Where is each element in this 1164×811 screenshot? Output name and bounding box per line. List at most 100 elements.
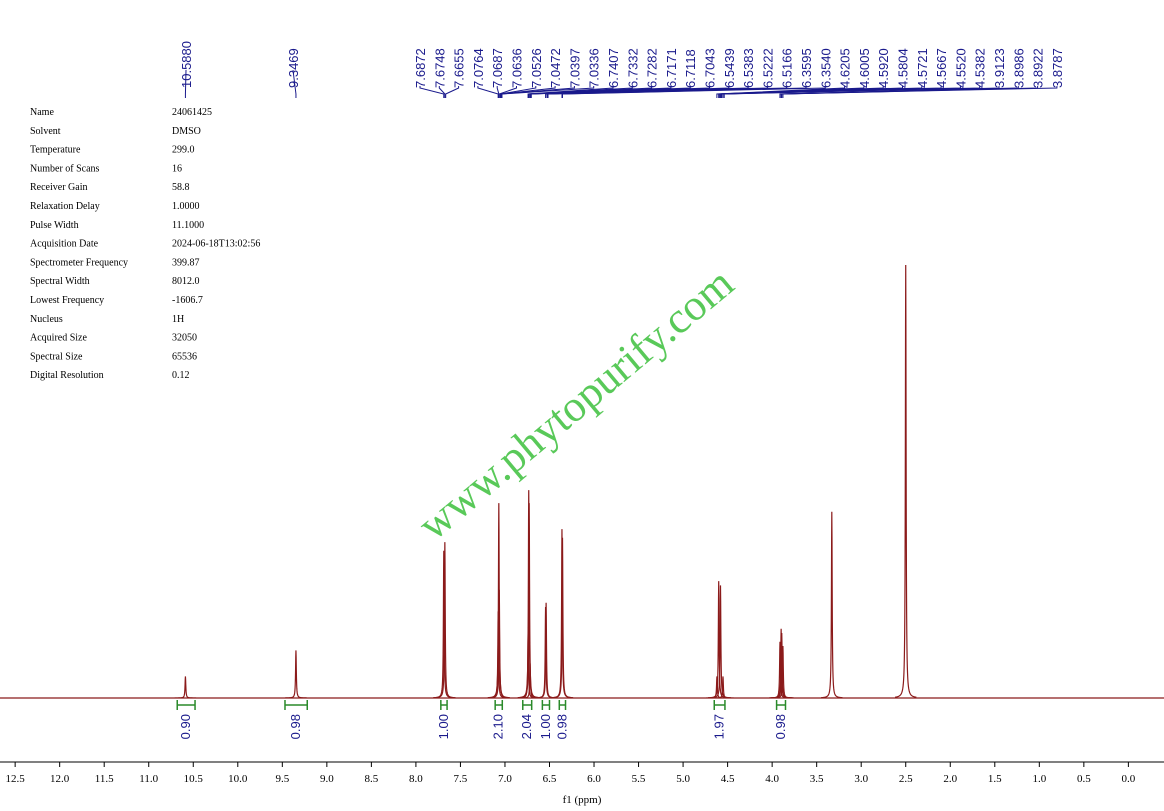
x-tick-label: 2.5 <box>899 773 913 785</box>
integral-bracket <box>522 700 533 710</box>
peak-leader <box>498 86 517 98</box>
peak-label: 4.5520 <box>953 48 968 88</box>
peak-label: 3.8787 <box>1050 48 1065 88</box>
peak-label: 7.0764 <box>471 48 486 88</box>
integral-bracket <box>494 700 504 710</box>
x-tick-label: 3.5 <box>810 773 824 785</box>
param-name: Acquisition Date <box>30 239 99 250</box>
peak-label: 7.0687 <box>490 48 505 88</box>
peak-label: 3.8986 <box>1011 48 1026 88</box>
integral-bracket <box>558 700 567 710</box>
param-value: 11.1000 <box>172 220 204 231</box>
peak-label: 4.5804 <box>896 48 911 88</box>
peak-label: 7.0636 <box>510 48 525 88</box>
x-tick-label: 12.5 <box>6 773 26 785</box>
param-value: DMSO <box>172 126 201 137</box>
peak-label: 6.7171 <box>664 48 679 88</box>
peak <box>434 542 456 699</box>
peak-label: 6.5166 <box>780 48 795 88</box>
peak-label: 6.5383 <box>741 48 756 88</box>
integral-label: 1.00 <box>436 714 451 739</box>
param-name: Pulse Width <box>30 220 79 231</box>
peak-leader <box>184 69 187 98</box>
x-tick-label: 2.0 <box>943 773 957 785</box>
x-tick-label: 8.0 <box>409 773 423 785</box>
peak <box>707 581 730 699</box>
peak-leader <box>527 86 614 98</box>
param-name: Relaxation Delay <box>30 201 100 212</box>
x-tick-label: 9.0 <box>320 773 334 785</box>
integral-bracket <box>176 700 196 710</box>
peak-label: 7.6872 <box>413 48 428 88</box>
peak-leader <box>500 86 556 98</box>
integral-label: 0.98 <box>288 714 303 739</box>
integral-label: 2.04 <box>519 714 534 739</box>
x-tick-label: 6.5 <box>543 773 557 785</box>
param-value: 24061425 <box>172 107 212 118</box>
peak-leader <box>292 69 297 98</box>
x-tick-label: 4.0 <box>765 773 779 785</box>
x-tick-label: 10.0 <box>228 773 248 785</box>
param-value: 399.87 <box>172 257 200 268</box>
x-tick-label: 3.0 <box>854 773 868 785</box>
peak-label: 9.3469 <box>286 48 301 88</box>
param-value: 58.8 <box>172 182 190 193</box>
param-name: Spectral Size <box>30 351 83 362</box>
param-name: Name <box>30 107 54 118</box>
x-tick-label: 7.5 <box>454 773 468 785</box>
peak <box>174 676 197 699</box>
param-name: Solvent <box>30 126 61 137</box>
peak-label: 6.7332 <box>625 48 640 88</box>
integral-bracket <box>440 700 448 710</box>
x-tick-label: 1.0 <box>1032 773 1046 785</box>
peak-label: 6.3540 <box>818 48 833 88</box>
x-tick-label: 5.5 <box>632 773 646 785</box>
peak-leader <box>723 86 981 98</box>
param-value: 16 <box>172 163 182 174</box>
param-value: 32050 <box>172 333 197 344</box>
x-tick-label: 5.0 <box>676 773 690 785</box>
peak <box>488 589 510 699</box>
peak-leader <box>419 86 445 98</box>
peak-label: 4.6205 <box>838 48 853 88</box>
x-tick-label: 11.5 <box>95 773 114 785</box>
integral-label: 0.98 <box>554 714 569 739</box>
peak-label: 4.5382 <box>973 48 988 88</box>
peak-label: 6.5222 <box>760 48 775 88</box>
peak <box>772 646 794 699</box>
param-name: Spectrometer Frequency <box>30 257 128 268</box>
x-tick-label: 11.0 <box>139 773 158 785</box>
peak-label: 6.5439 <box>722 48 737 88</box>
peak-label: 4.5920 <box>876 48 891 88</box>
x-axis-label: f1 (ppm) <box>563 794 602 806</box>
param-value: -1606.7 <box>172 295 203 306</box>
peak-leader <box>530 86 710 98</box>
param-value: 1.0000 <box>172 201 200 212</box>
x-tick-label: 4.5 <box>721 773 735 785</box>
integral-bracket <box>284 700 309 710</box>
integral-bracket <box>541 700 551 710</box>
param-name: Acquired Size <box>30 333 87 344</box>
peak-leader <box>477 86 499 98</box>
peak-leader <box>561 86 826 98</box>
x-tick-label: 10.5 <box>184 773 204 785</box>
peak-label: 6.7043 <box>703 48 718 88</box>
param-value: 2024-06-18T13:02:56 <box>172 239 260 250</box>
peak-label: 3.8922 <box>1031 48 1046 88</box>
integral-label: 0.90 <box>178 714 193 739</box>
integral-bracket <box>713 700 726 710</box>
peak <box>894 264 917 698</box>
integral-label: 1.97 <box>712 714 727 739</box>
param-name: Digital Resolution <box>30 370 104 381</box>
peak-label: 7.0336 <box>587 48 602 88</box>
peak-label: 7.0397 <box>567 48 582 88</box>
peak-leader <box>782 86 1058 98</box>
param-value: 0.12 <box>172 370 190 381</box>
peak <box>821 511 843 699</box>
param-name: Lowest Frequency <box>30 295 104 306</box>
x-tick-label: 0.5 <box>1077 773 1091 785</box>
param-name: Temperature <box>30 145 81 156</box>
watermark: www.phytopurify.com <box>409 258 743 550</box>
x-tick-label: 1.5 <box>988 773 1002 785</box>
